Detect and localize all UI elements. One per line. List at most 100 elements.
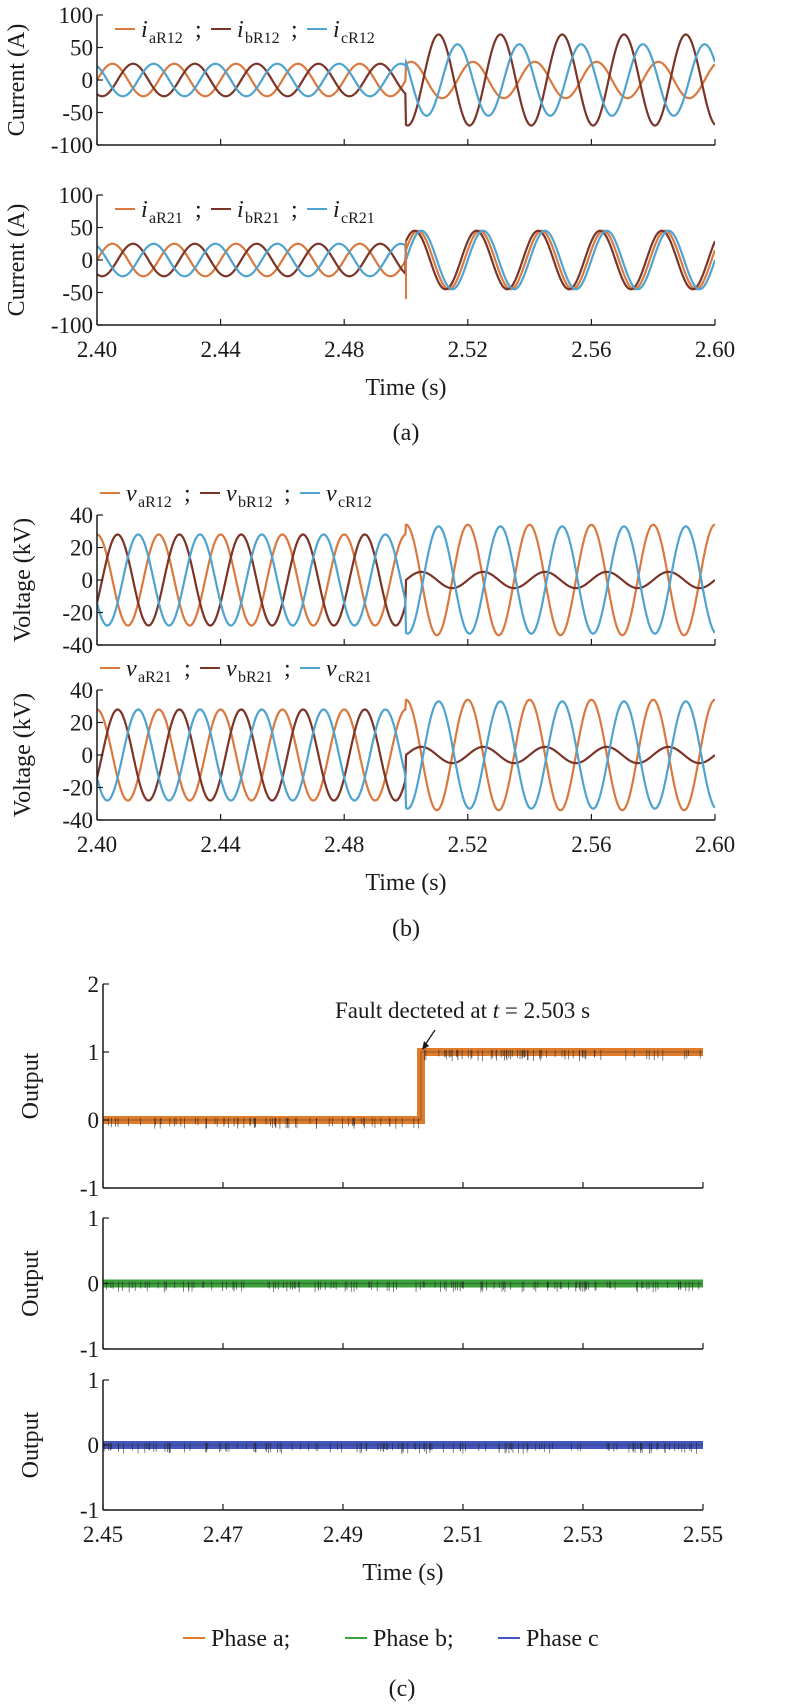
- x-tick-label: 2.60: [695, 832, 735, 857]
- series-line-vbR21: [97, 708, 715, 802]
- series-group: [103, 1441, 703, 1454]
- x-axis-label: Time (s): [362, 1560, 443, 1586]
- y-axis-label: Output: [18, 1250, 44, 1317]
- x-tick-label: 2.60: [695, 337, 735, 362]
- series-line-Phase a: [103, 1048, 703, 1124]
- legend-main: i: [237, 197, 244, 223]
- y-tick-label: 1: [88, 1206, 100, 1231]
- y-tick-label: 2: [88, 972, 100, 997]
- y-tick-label: 1: [88, 1040, 100, 1065]
- x-tick-label: 2.40: [77, 337, 117, 362]
- y-tick-label: 0: [88, 1108, 100, 1133]
- y-axis-label: Voltage (kV): [10, 518, 36, 642]
- series-line-vcR21: [97, 700, 715, 810]
- legend-label: Phase b;: [373, 1626, 454, 1652]
- y-tick-label: 0: [82, 248, 94, 273]
- x-tick-label: 2.48: [324, 832, 364, 857]
- caption-c: (c): [389, 1676, 416, 1702]
- series-group: [103, 1048, 703, 1129]
- series-core-Phase a: [103, 1051, 703, 1121]
- y-axis-label: Output: [18, 1052, 44, 1119]
- y-tick-label: 1: [88, 1368, 100, 1393]
- legend-sub: cR21: [338, 669, 372, 686]
- series-group: [97, 698, 715, 812]
- series-line-icR12: [97, 43, 715, 117]
- legend-sep: ;: [284, 481, 291, 507]
- x-tick-label: 2.52: [448, 832, 488, 857]
- legend-main: i: [237, 17, 244, 43]
- x-tick-label: 2.55: [683, 1522, 723, 1547]
- caption-a: (a): [393, 420, 420, 446]
- legend-main: i: [333, 17, 340, 43]
- series-line-vbR12: [97, 533, 715, 627]
- x-axis-label: Time (s): [365, 870, 446, 896]
- x-tick-label: 2.45: [83, 1522, 123, 1547]
- x-tick-label: 2.47: [203, 1522, 243, 1547]
- legend-sub: aR21: [149, 210, 183, 227]
- y-tick-label: 100: [59, 183, 94, 208]
- chart-c3: 1 0 -12.45 2.47 2.49 2.51 2.53 2.55 Time (s) Outp…: [18, 1368, 723, 1586]
- legend-sub: aR21: [138, 669, 172, 686]
- x-tick-label: 2.49: [323, 1522, 363, 1547]
- legend-c: Phase a; Phase b; Phase c: [183, 1626, 599, 1652]
- legend-main: i: [141, 197, 148, 223]
- legend-sep: ;: [195, 197, 202, 223]
- y-axis-label: Voltage (kV): [10, 693, 36, 817]
- y-tick-label: -1: [80, 1176, 99, 1201]
- series-group: [97, 33, 715, 127]
- series-group: [103, 1279, 703, 1293]
- legend-main: v: [126, 656, 137, 682]
- annotation-text: Fault decteted at t = 2.503 s: [335, 998, 590, 1023]
- caption-b: (b): [392, 916, 420, 942]
- legend-main: i: [333, 197, 340, 223]
- y-tick-label: -40: [62, 633, 93, 658]
- y-tick-label: -100: [51, 313, 93, 338]
- legend-main: i: [141, 17, 148, 43]
- annotation-arrowhead: [422, 1041, 429, 1050]
- y-tick-label: -50: [62, 281, 93, 306]
- y-tick-label: 0: [82, 568, 94, 593]
- y-tick-label: 0: [82, 68, 94, 93]
- y-axis-label: Output: [18, 1411, 44, 1478]
- series-group: [97, 523, 715, 637]
- legend-label: Phase a;: [211, 1626, 290, 1652]
- legend-sep: ;: [184, 481, 191, 507]
- legend-sub: bR21: [238, 669, 273, 686]
- y-axis-label: Current (A): [4, 24, 30, 137]
- y-tick-label: -1: [80, 1337, 99, 1362]
- series-line-ibR12: [97, 33, 715, 127]
- legend-main: v: [226, 481, 237, 507]
- y-tick-label: 50: [70, 36, 93, 61]
- x-tick-label: 2.40: [77, 832, 117, 857]
- legend-sub: aR12: [149, 30, 183, 47]
- y-tick-label: -100: [51, 133, 93, 158]
- x-axis-label: Time (s): [365, 375, 446, 401]
- y-axis-label: Current (A): [4, 204, 30, 317]
- y-tick-label: 20: [70, 536, 93, 561]
- series-line-vcR12: [97, 525, 715, 635]
- legend-label: Phase c: [526, 1626, 599, 1652]
- series-group: [97, 229, 715, 299]
- y-tick-label: -20: [62, 776, 93, 801]
- annotation-text-var: t: [493, 998, 500, 1023]
- annotation-text-pre: Fault decteted at: [335, 998, 493, 1023]
- x-tick-label: 2.44: [200, 832, 241, 857]
- x-tick-label: 2.56: [571, 337, 611, 362]
- chart-c1: 2 1 0 -1 Output Fault decteted at t = 2.503 s: [18, 972, 704, 1201]
- x-tick-label: 2.48: [324, 337, 364, 362]
- legend-sub: aR12: [138, 494, 172, 511]
- legend-main: v: [326, 656, 337, 682]
- legend-sub: cR12: [341, 30, 375, 47]
- legend-sep: ;: [291, 17, 298, 43]
- legend-sep: ;: [291, 197, 298, 223]
- x-tick-label: 2.56: [571, 832, 611, 857]
- y-tick-label: 0: [88, 1272, 100, 1297]
- legend-sep: ;: [184, 656, 191, 682]
- y-tick-label: 50: [70, 216, 93, 241]
- legend-sub: cR12: [338, 494, 372, 511]
- legend-sub: cR21: [341, 210, 375, 227]
